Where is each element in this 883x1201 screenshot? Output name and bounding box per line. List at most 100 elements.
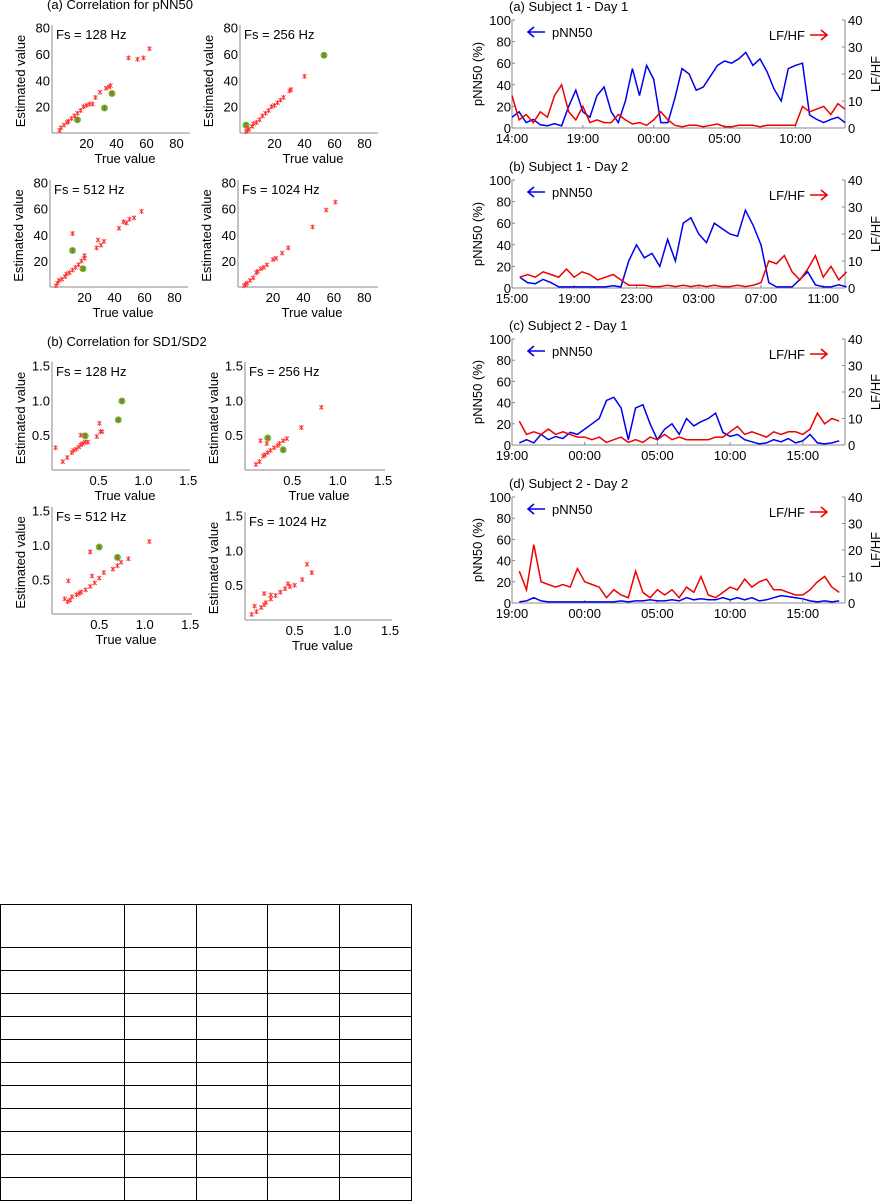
x-tick-label: 20 xyxy=(79,136,93,151)
table-cell xyxy=(124,947,197,971)
y-tick-label: 80 xyxy=(497,353,511,368)
data-point xyxy=(126,55,131,61)
scatter-panel: 20 40 60 80 20 40 60 80 Fs = 1024 Hz True value Es… xyxy=(199,176,378,320)
data-point xyxy=(81,104,86,110)
series-line-lfhf xyxy=(511,82,846,128)
data-point xyxy=(121,219,126,225)
data-point xyxy=(85,439,91,445)
data-point xyxy=(74,592,79,598)
table-header-row xyxy=(0,904,412,948)
x-tick-label: 03:00 xyxy=(682,291,715,306)
y-right-tick-label: 10 xyxy=(848,254,862,269)
table-row xyxy=(0,993,412,1017)
left-arrow-icon xyxy=(526,186,545,198)
data-point xyxy=(70,267,75,273)
data-point xyxy=(139,208,144,214)
data-point xyxy=(92,580,98,586)
table-cell xyxy=(0,947,125,971)
x-tick-label: 80 xyxy=(167,290,181,305)
scatter-panel: (b) Correlation for SD1/SD2 0.5 1.0 1.5 0.5 1… xyxy=(13,334,207,503)
left-arrow-icon xyxy=(526,345,545,357)
table-cell xyxy=(124,904,197,948)
data-point xyxy=(268,592,274,598)
data-point xyxy=(69,594,75,600)
x-tick-label: 1.0 xyxy=(333,623,351,638)
y-right-tick-label: 40 xyxy=(848,490,862,505)
data-point xyxy=(285,245,291,251)
table-cell xyxy=(339,947,412,971)
table-cell xyxy=(124,993,197,1017)
table-cell xyxy=(339,1177,412,1201)
y-tick-label: 1.5 xyxy=(32,503,50,518)
data-point xyxy=(115,554,120,560)
y-right-tick-label: 0 xyxy=(848,281,855,296)
y-right-tick-label: 20 xyxy=(848,385,862,400)
data-point xyxy=(95,237,101,243)
x-tick-label: 15:00 xyxy=(496,291,529,306)
data-point xyxy=(84,102,89,108)
panel-title: (d) Subject 2 - Day 2 xyxy=(509,476,628,491)
table-row xyxy=(0,970,412,994)
y-right-tick-label: 10 xyxy=(848,570,862,585)
data-point xyxy=(80,266,86,272)
data-point xyxy=(73,264,78,270)
y-axis-label: Estimated value xyxy=(199,189,214,282)
x-tick-label: 0.5 xyxy=(90,473,108,488)
y-tick-label: 80 xyxy=(497,195,511,210)
data-point xyxy=(87,583,93,589)
y-tick-label: 40 xyxy=(222,228,236,243)
data-point xyxy=(89,573,95,579)
table-cell xyxy=(0,1131,125,1155)
data-point xyxy=(243,122,249,128)
x-tick-label: 80 xyxy=(169,136,183,151)
data-point xyxy=(147,46,152,52)
y-tick-label: 60 xyxy=(224,47,238,62)
data-point xyxy=(56,277,62,283)
x-tick-label: 0.5 xyxy=(286,623,304,638)
series-line-pnn50 xyxy=(518,396,840,445)
data-point xyxy=(278,97,283,103)
y-tick-label: 1.0 xyxy=(225,393,243,408)
sampling-rate-label: Fs = 128 Hz xyxy=(56,364,126,379)
y-right-tick-label: 20 xyxy=(848,67,862,82)
timeseries-panel: (c) Subject 2 - Day 1 0 20 40 60 80 100 0 10 20 30… xyxy=(470,318,883,463)
data-point xyxy=(264,441,270,447)
y-tick-label: 60 xyxy=(497,374,511,389)
table-cell xyxy=(0,1108,125,1132)
table-cell xyxy=(196,993,268,1017)
x-tick-label: 11:00 xyxy=(807,291,839,306)
x-tick-label: 80 xyxy=(357,136,371,151)
y-tick-label: 100 xyxy=(489,173,511,188)
legend-lfhf: LF/HF xyxy=(769,505,805,520)
y-right-tick-label: 40 xyxy=(848,173,862,188)
data-point xyxy=(78,589,84,595)
x-tick-label: 80 xyxy=(357,290,371,305)
x-tick-label: 1.0 xyxy=(136,617,154,632)
x-tick-label: 19:00 xyxy=(558,291,591,306)
table-cell xyxy=(196,970,268,994)
x-tick-label: 15:00 xyxy=(787,606,820,621)
sampling-rate-label: Fs = 256 Hz xyxy=(249,364,319,379)
x-axis-label: True value xyxy=(95,151,156,166)
table-cell xyxy=(339,1062,412,1086)
data-point xyxy=(333,199,338,205)
x-tick-label: 07:00 xyxy=(745,291,778,306)
table-cell xyxy=(196,904,268,948)
data-point xyxy=(124,220,129,226)
x-tick-label: 10:00 xyxy=(779,131,812,146)
data-point xyxy=(82,433,88,439)
y-tick-label: 60 xyxy=(34,202,48,217)
table-cell xyxy=(267,970,340,994)
y-axis-label: Estimated value xyxy=(201,35,216,128)
data-point xyxy=(282,586,288,592)
data-point xyxy=(254,609,259,615)
data-point xyxy=(97,420,102,426)
table-cell xyxy=(267,1154,340,1178)
y-tick-label: 80 xyxy=(497,511,511,526)
data-point xyxy=(264,262,270,268)
data-point xyxy=(253,461,259,467)
table-cell xyxy=(267,1131,340,1155)
series-line-lfhf xyxy=(518,544,840,599)
legend-pnn50: pNN50 xyxy=(552,185,592,200)
data-point xyxy=(262,452,268,458)
